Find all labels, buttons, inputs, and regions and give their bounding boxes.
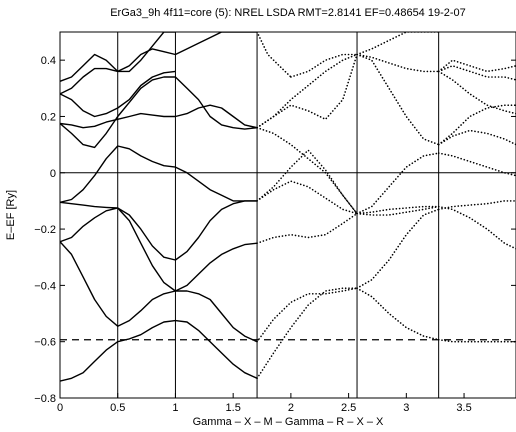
x-tick-label: 3	[403, 402, 409, 414]
band-series-19	[256, 287, 358, 343]
x-tick-label: 0	[57, 402, 63, 414]
x-axis-ticks: 0 0.5 1 1.5 2 2.5 3 3.5	[57, 393, 472, 414]
x-tick-label: 1.5	[226, 402, 241, 414]
band-series-34	[356, 53, 440, 73]
band-series-38	[437, 205, 516, 250]
y-tick-label: −0.4	[34, 280, 56, 292]
band-series-32	[356, 205, 440, 216]
x-tick-label: 2	[288, 402, 294, 414]
band-lines	[60, 32, 516, 382]
band-series-36	[437, 338, 516, 343]
x-tick-label: 2.5	[341, 402, 356, 414]
x-tick-label: 1	[172, 402, 178, 414]
band-series-42	[437, 70, 516, 115]
band-series-29	[356, 208, 440, 290]
chart-title: ErGa3_9h 4f11=core (5): NREL LSDA RMT=2.…	[110, 7, 466, 19]
y-tick-label: 0.2	[41, 111, 56, 123]
band-series-33	[356, 53, 440, 146]
y-tick-label: 0	[50, 168, 56, 180]
plot-frame	[59, 31, 516, 399]
band-series-20	[256, 212, 358, 244]
band-series-30	[356, 205, 440, 215]
band-series-25	[256, 53, 358, 129]
x-axis-label: Gamma – X – M – Gamma – R – X – X	[193, 416, 384, 428]
band-series-28	[356, 287, 440, 341]
x-tick-label: 0.5	[110, 402, 125, 414]
y-tick-label: 0.4	[41, 55, 56, 67]
band-series-31	[356, 152, 440, 215]
y-tick-label: −0.8	[34, 393, 56, 405]
band-series-17	[175, 32, 258, 56]
band-series-21	[256, 180, 358, 215]
band-series-22	[256, 149, 358, 215]
band-series-44	[437, 59, 516, 73]
band-series-37	[437, 200, 516, 211]
y-axis-label: E–EF [Ry]	[5, 190, 17, 240]
y-tick-label: −0.2	[34, 224, 56, 236]
band-series-13	[174, 200, 258, 261]
band-series-14	[175, 166, 258, 202]
band-series-12	[175, 242, 258, 292]
band-series-40	[437, 129, 516, 146]
band-series-26	[256, 32, 292, 78]
band-series-39	[437, 152, 516, 177]
band-series-23	[256, 126, 358, 215]
band-series-35	[356, 32, 440, 56]
y-tick-label: −0.6	[34, 337, 56, 349]
plot-area	[60, 32, 516, 398]
x-tick-label: 3.5	[456, 402, 471, 414]
y-axis-ticks: −0.8 −0.6 −0.4 −0.2 0 0.2 0.4	[34, 55, 516, 405]
band-series-18	[256, 287, 358, 380]
band-series-24	[256, 53, 358, 129]
band-series-15	[175, 104, 258, 129]
band-series-10	[175, 319, 258, 379]
guide-lines	[60, 32, 516, 398]
band-series-11	[175, 290, 258, 343]
band-series-43	[437, 65, 516, 81]
band-series-16	[174, 76, 258, 130]
